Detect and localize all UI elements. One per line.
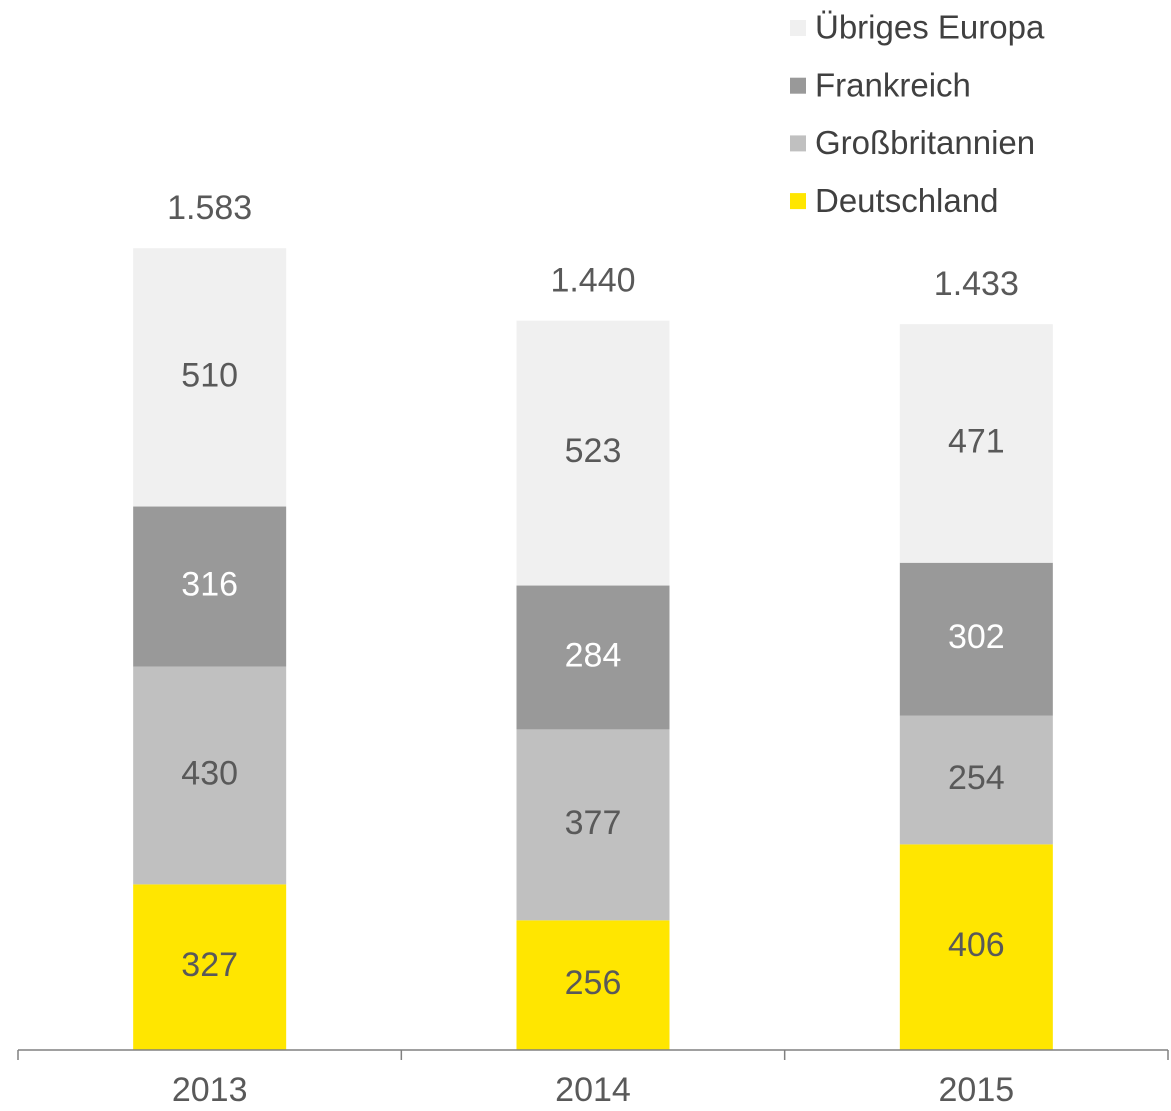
legend-swatch <box>790 135 806 152</box>
bar-segment <box>899 324 1053 563</box>
legend-label: Übriges Europa <box>815 9 1045 46</box>
segment-label: 510 <box>181 356 238 394</box>
bar-segment <box>899 715 1053 845</box>
x-tick-label: 2013 <box>172 1071 248 1109</box>
segment-label: 316 <box>181 566 238 604</box>
total-label: 1.583 <box>167 189 252 227</box>
bar-segment <box>133 884 287 1050</box>
legend-label: Deutschland <box>815 182 998 219</box>
legend-swatch <box>790 20 806 36</box>
segment-label: 327 <box>181 946 238 984</box>
segment-label: 254 <box>948 759 1005 797</box>
segment-label: 430 <box>181 754 238 792</box>
segment-label: 302 <box>948 618 1005 656</box>
segment-label: 471 <box>948 422 1005 460</box>
segment-label: 406 <box>948 926 1005 964</box>
x-tick-label: 2015 <box>939 1071 1015 1109</box>
bar-segment <box>516 729 670 921</box>
x-tick-label: 2014 <box>555 1071 631 1109</box>
total-label: 1.433 <box>934 265 1019 303</box>
legend-swatch <box>790 193 806 210</box>
legend-label: Großbritannien <box>815 124 1035 161</box>
segment-label: 523 <box>565 432 622 470</box>
legend-swatch <box>790 77 806 94</box>
bar-segment <box>133 248 287 507</box>
bar-segment <box>516 320 670 586</box>
bar-segment <box>899 844 1053 1050</box>
total-label: 1.440 <box>550 262 635 300</box>
legend-label: Frankreich <box>815 66 971 103</box>
segment-label: 256 <box>565 964 622 1002</box>
bar-segment <box>133 506 287 667</box>
segment-label: 284 <box>565 636 622 674</box>
bar-segment <box>516 920 670 1050</box>
bar-segment <box>516 585 670 730</box>
segment-label: 377 <box>565 804 622 842</box>
bar-segment <box>899 562 1053 716</box>
bar-segment <box>133 666 287 885</box>
